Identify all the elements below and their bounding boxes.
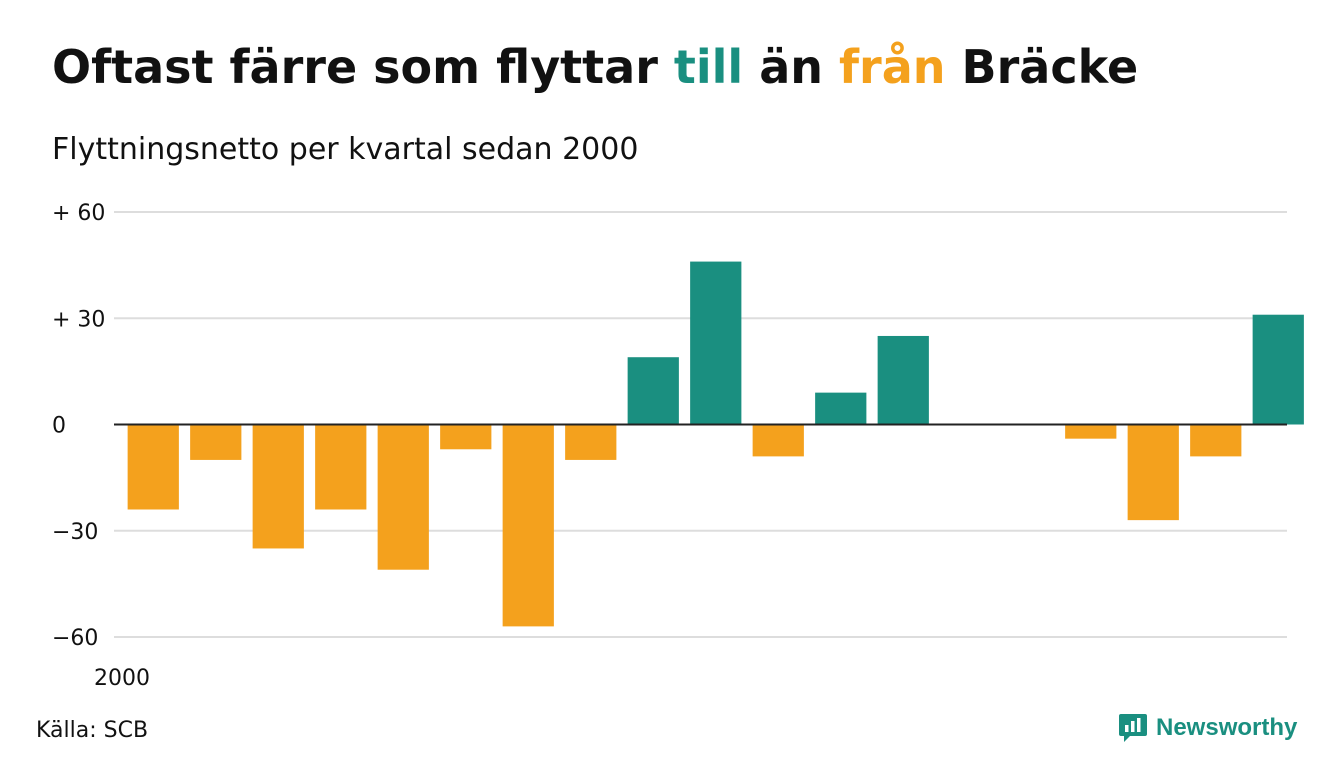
bar [1065,424,1117,439]
newsworthy-logo-icon [1119,714,1147,742]
bar [190,424,242,460]
bar [1127,424,1179,521]
y-tick-label: −30 [52,520,98,545]
title-part-3: än [743,40,840,94]
chart-subtitle: Flyttningsnetto per kvartal sedan 2000 [52,132,639,167]
brand-logo: Newsworthy [1118,712,1297,744]
bar [127,424,179,510]
bar [565,424,617,460]
title-highlight-fran: från [839,40,946,94]
bar [440,424,492,450]
source-note: Källa: SCB [36,718,149,743]
bar [315,424,367,510]
bar [1252,314,1304,425]
title-part-5: Bräcke [945,40,1139,94]
bar [752,424,804,457]
x-axis-labels: 20002005201020152020 [94,666,150,691]
x-tick-label: 2000 [94,666,150,691]
y-tick-label: 0 [52,414,66,439]
bar [877,335,929,425]
y-tick-label: + 60 [52,201,105,226]
title-part-1: Oftast färre som flyttar [52,40,674,94]
bar [815,392,867,425]
bar [502,424,554,627]
bar [690,261,742,425]
chart-title: Oftast färre som flyttar till än från Br… [52,40,1138,94]
bar-chart: + 60 + 30 0 −30 −60 20002005201020152020 [52,201,1304,691]
bars [127,261,1304,627]
y-tick-label: + 30 [52,307,105,332]
y-axis-labels: + 60 + 30 0 −30 −60 [52,201,105,651]
title-highlight-till: till [673,40,744,94]
brand-name: Newsworthy [1156,714,1298,741]
bar [627,357,679,425]
bar [377,424,429,570]
bar [1190,424,1242,457]
bar [252,424,304,549]
y-tick-label: −60 [52,626,98,651]
